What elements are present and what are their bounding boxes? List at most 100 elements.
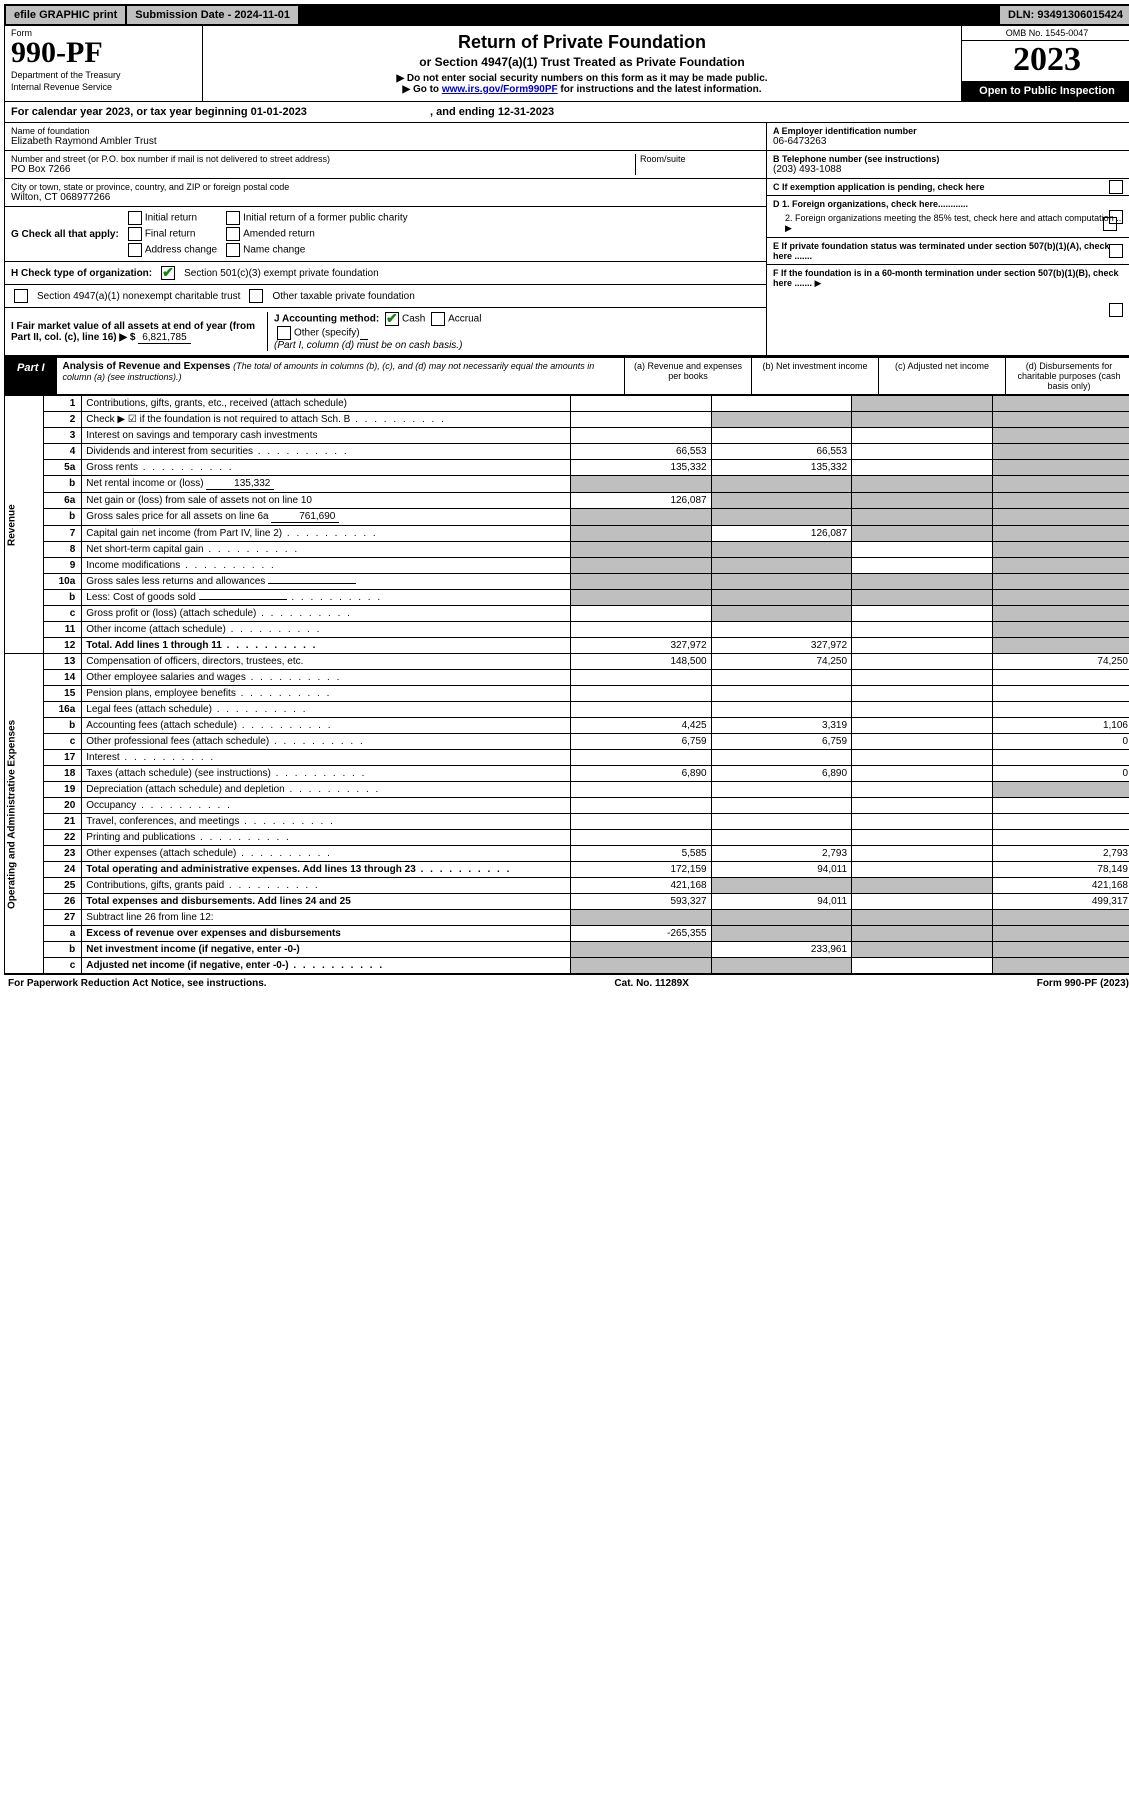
chk-accrual[interactable] — [431, 312, 445, 326]
line-number: 8 — [44, 542, 82, 558]
row-h: H Check type of organization: Section 50… — [5, 262, 766, 285]
line-number: 1 — [44, 396, 82, 412]
dln: DLN: 93491306015424 — [998, 6, 1129, 24]
chk-4947a1[interactable] — [14, 289, 28, 303]
table-cell: 421,168 — [571, 878, 711, 894]
table-cell — [852, 460, 992, 476]
line-description: Capital gain net income (from Part IV, l… — [82, 526, 571, 542]
table-cell — [711, 814, 851, 830]
table-cell — [992, 574, 1129, 590]
table-cell — [852, 686, 992, 702]
chk-initial-former[interactable] — [226, 211, 240, 225]
table-cell: 0 — [992, 734, 1129, 750]
table-cell — [852, 444, 992, 460]
f-cell: F If the foundation is in a 60-month ter… — [767, 265, 1129, 355]
table-cell — [571, 814, 711, 830]
chk-final-return[interactable] — [128, 227, 142, 241]
table-cell — [852, 846, 992, 862]
line-number: 19 — [44, 782, 82, 798]
table-cell — [852, 926, 992, 942]
table-cell — [711, 926, 851, 942]
chk-other-method[interactable] — [277, 326, 291, 340]
line-description: Other employee salaries and wages — [82, 670, 571, 686]
table-cell — [992, 606, 1129, 622]
fmv-value: 6,821,785 — [138, 332, 191, 344]
chk-name-change[interactable] — [226, 243, 240, 257]
line-description: Gross profit or (loss) (attach schedule) — [82, 606, 571, 622]
table-cell — [852, 862, 992, 878]
chk-d2[interactable] — [1103, 217, 1117, 231]
table-cell — [852, 782, 992, 798]
table-cell — [852, 574, 992, 590]
line-number: 24 — [44, 862, 82, 878]
line-number: 4 — [44, 444, 82, 460]
address: PO Box 7266 — [11, 164, 635, 175]
tel-cell: B Telephone number (see instructions) (2… — [767, 151, 1129, 179]
chk-cash[interactable] — [385, 312, 399, 326]
table-cell: 233,961 — [711, 942, 851, 958]
table-row: 23Other expenses (attach schedule)5,5852… — [5, 846, 1129, 862]
table-row: 6aNet gain or (loss) from sale of assets… — [5, 493, 1129, 509]
row-h2: Section 4947(a)(1) nonexempt charitable … — [5, 285, 766, 308]
table-row: aExcess of revenue over expenses and dis… — [5, 926, 1129, 942]
table-cell: 74,250 — [992, 654, 1129, 670]
table-cell — [992, 412, 1129, 428]
line-number: 16a — [44, 702, 82, 718]
line-description: Other income (attach schedule) — [82, 622, 571, 638]
table-cell — [571, 958, 711, 974]
address-cell: Number and street (or P.O. box number if… — [5, 151, 766, 179]
table-cell — [992, 686, 1129, 702]
line-description: Total. Add lines 1 through 11 — [82, 638, 571, 654]
table-row: 16aLegal fees (attach schedule) — [5, 702, 1129, 718]
table-cell — [852, 558, 992, 574]
table-row: 4Dividends and interest from securities6… — [5, 444, 1129, 460]
calendar-year-row: For calendar year 2023, or tax year begi… — [4, 102, 1129, 123]
line-description: Less: Cost of goods sold — [82, 590, 571, 606]
col-b-head: (b) Net investment income — [751, 358, 878, 394]
chk-address-change[interactable] — [128, 243, 142, 257]
table-cell: 135,332 — [711, 460, 851, 476]
chk-e[interactable] — [1109, 244, 1123, 258]
table-cell: 94,011 — [711, 894, 851, 910]
info-right: A Employer identification number 06-6473… — [766, 123, 1129, 355]
table-row: Revenue1Contributions, gifts, grants, et… — [5, 396, 1129, 412]
table-cell — [852, 590, 992, 606]
top-bar: efile GRAPHIC print Submission Date - 20… — [4, 4, 1129, 26]
line-number: 13 — [44, 654, 82, 670]
line-number: 2 — [44, 412, 82, 428]
table-cell — [992, 942, 1129, 958]
room-suite: Room/suite — [635, 154, 760, 175]
table-cell — [992, 590, 1129, 606]
chk-initial-return[interactable] — [128, 211, 142, 225]
expenses-side-label: Operating and Administrative Expenses — [5, 654, 44, 974]
table-cell — [711, 910, 851, 926]
table-cell — [852, 878, 992, 894]
chk-f[interactable] — [1109, 303, 1123, 317]
table-cell — [992, 444, 1129, 460]
city-cell: City or town, state or province, country… — [5, 179, 766, 207]
table-cell: 6,759 — [711, 734, 851, 750]
chk-amended[interactable] — [226, 227, 240, 241]
foundation-name: Elizabeth Raymond Ambler Trust — [11, 136, 760, 147]
table-cell: 78,149 — [992, 862, 1129, 878]
table-row: 15Pension plans, employee benefits — [5, 686, 1129, 702]
table-cell — [571, 542, 711, 558]
line-description: Depreciation (attach schedule) and deple… — [82, 782, 571, 798]
efile-label[interactable]: efile GRAPHIC print — [6, 6, 127, 24]
line-description: Check ▶ ☑ if the foundation is not requi… — [82, 412, 571, 428]
line-number: b — [44, 476, 82, 493]
chk-c[interactable] — [1109, 180, 1123, 194]
instructions-link[interactable]: www.irs.gov/Form990PF — [442, 84, 558, 95]
line-number: 6a — [44, 493, 82, 509]
chk-501c3[interactable] — [161, 266, 175, 280]
line-description: Interest — [82, 750, 571, 766]
line-number: 3 — [44, 428, 82, 444]
table-cell: 327,972 — [571, 638, 711, 654]
table-cell — [852, 958, 992, 974]
line-number: 20 — [44, 798, 82, 814]
table-cell — [992, 638, 1129, 654]
table-cell — [852, 622, 992, 638]
table-row: 25Contributions, gifts, grants paid421,1… — [5, 878, 1129, 894]
chk-other-taxable[interactable] — [249, 289, 263, 303]
table-cell: 148,500 — [571, 654, 711, 670]
